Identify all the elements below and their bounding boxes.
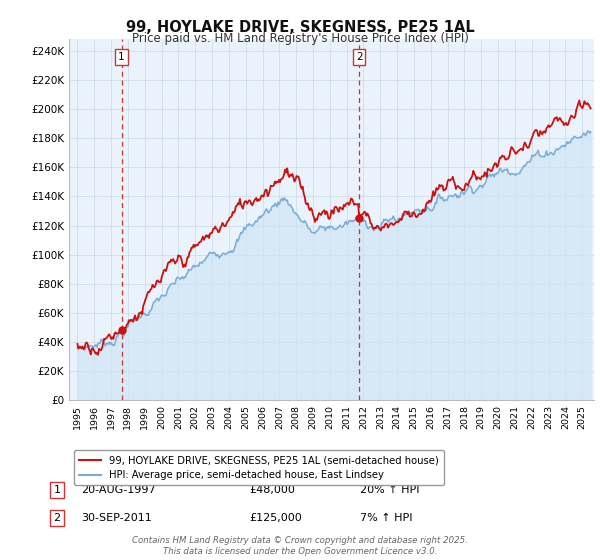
Text: Contains HM Land Registry data © Crown copyright and database right 2025.
This d: Contains HM Land Registry data © Crown c…	[132, 536, 468, 556]
Text: 1: 1	[118, 52, 125, 62]
Text: 30-SEP-2011: 30-SEP-2011	[81, 513, 152, 523]
Text: £125,000: £125,000	[249, 513, 302, 523]
Text: 99, HOYLAKE DRIVE, SKEGNESS, PE25 1AL: 99, HOYLAKE DRIVE, SKEGNESS, PE25 1AL	[125, 20, 475, 35]
Text: 7% ↑ HPI: 7% ↑ HPI	[360, 513, 413, 523]
Text: 2: 2	[356, 52, 362, 62]
Text: Price paid vs. HM Land Registry's House Price Index (HPI): Price paid vs. HM Land Registry's House …	[131, 32, 469, 45]
Text: 2: 2	[53, 513, 61, 523]
Text: 20-AUG-1997: 20-AUG-1997	[81, 485, 155, 495]
Text: 1: 1	[53, 485, 61, 495]
Text: 20% ↑ HPI: 20% ↑ HPI	[360, 485, 419, 495]
Legend: 99, HOYLAKE DRIVE, SKEGNESS, PE25 1AL (semi-detached house), HPI: Average price,: 99, HOYLAKE DRIVE, SKEGNESS, PE25 1AL (s…	[74, 450, 444, 485]
Text: £48,000: £48,000	[249, 485, 295, 495]
